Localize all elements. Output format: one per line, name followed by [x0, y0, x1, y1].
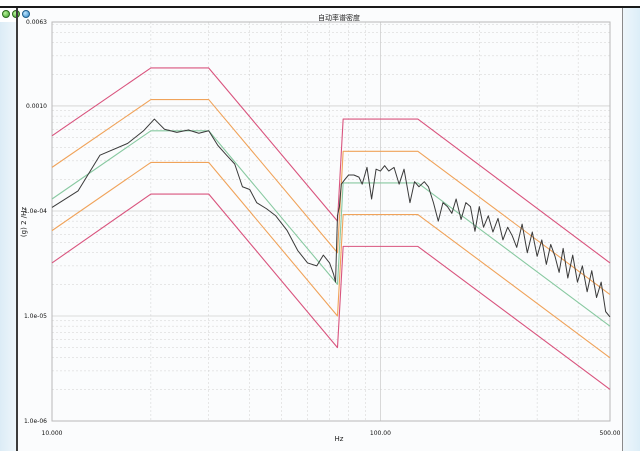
reference-line [51, 130, 611, 327]
left-gutter [0, 22, 16, 451]
y-tick-label: 1.0e-06 [24, 418, 47, 425]
tick-labels: 10.000 100.00 500.00 0.0063 0.0010 1.0e-04 1.0… [24, 19, 621, 437]
grid [51, 22, 611, 422]
right-gutter [623, 8, 640, 451]
series-layer [51, 67, 611, 390]
minimize-button[interactable] [2, 10, 10, 18]
frame-left [16, 8, 18, 451]
y-tick-label: 1.0e-05 [24, 313, 47, 320]
close-button[interactable] [22, 10, 30, 18]
control-line [51, 118, 611, 318]
abort_lower-line [51, 193, 611, 390]
y-axis-label: (g) 2 /Hz [20, 207, 28, 237]
y-tick-label: 0.0010 [26, 103, 47, 110]
y-tick-label: 1.0e-04 [24, 208, 47, 215]
x-tick-label: 100.00 [370, 430, 391, 437]
top-rule [0, 6, 640, 8]
y-tick-label: 0.0063 [26, 19, 47, 26]
x-tick-label: 10.000 [42, 430, 63, 437]
chart-title: 自动率谱密度 [318, 13, 360, 22]
plot-border [51, 21, 611, 422]
alarm_lower-line [51, 161, 611, 359]
x-tick-label: 500.00 [600, 430, 621, 437]
x-axis-label: Hz [335, 435, 344, 443]
alarm_upper-line [51, 99, 611, 295]
frame-right [622, 8, 623, 451]
abort_upper-line [51, 67, 611, 264]
